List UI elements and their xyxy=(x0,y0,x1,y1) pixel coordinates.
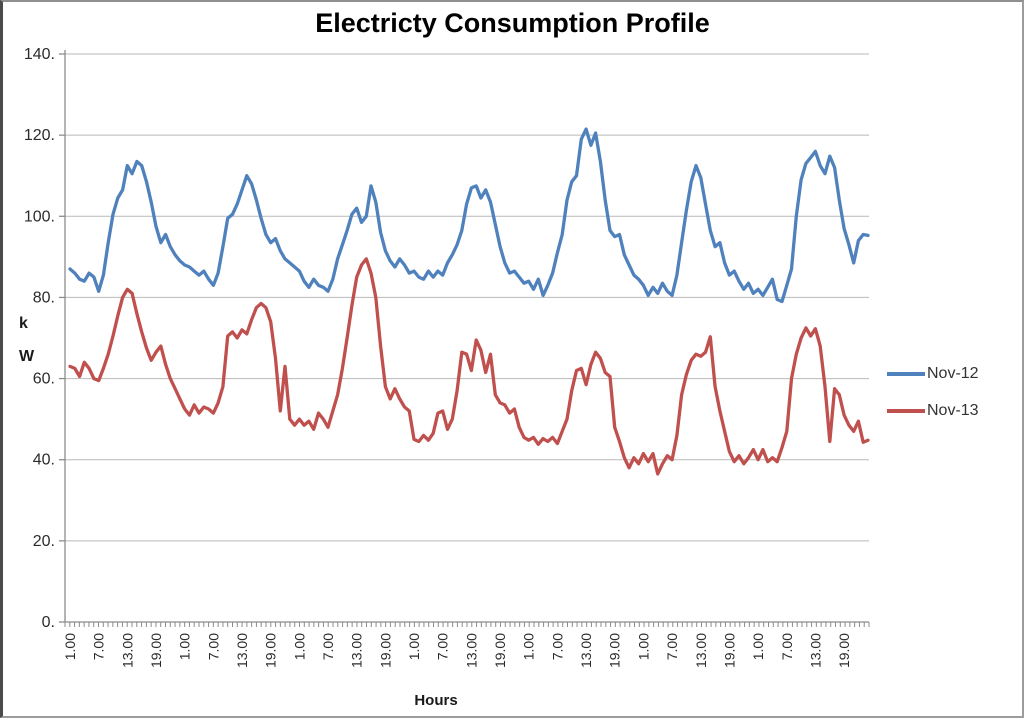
legend-label-nov-12: Nov-12 xyxy=(927,365,979,382)
x-tick-label: 7.00 xyxy=(549,633,565,660)
x-tick-label: 7.00 xyxy=(320,633,336,660)
y-tick-label: 120. xyxy=(24,127,55,144)
x-tick-label: 1.00 xyxy=(62,633,78,660)
y-tick-label: 80. xyxy=(33,289,55,306)
legend-label-nov-13: Nov-13 xyxy=(927,402,979,419)
x-tick-label: 13.00 xyxy=(807,633,823,668)
x-tick-label: 19.00 xyxy=(836,633,852,668)
series-line-nov-13 xyxy=(68,257,870,476)
x-axis-title: Hours xyxy=(414,692,458,709)
x-tick-label: 1.00 xyxy=(635,633,651,660)
legend-line-sample-nov-13 xyxy=(887,409,925,413)
x-tick-label: 13.00 xyxy=(119,633,135,668)
legend-item-nov-12: Nov-12 xyxy=(887,362,1017,386)
series-line-nov-12 xyxy=(68,127,870,304)
x-tick-label: 19.00 xyxy=(148,633,164,668)
x-tick-label: 1.00 xyxy=(521,633,537,660)
x-tick-label: 13.00 xyxy=(349,633,365,668)
y-axis-title-line1: k xyxy=(19,315,28,332)
y-tick-label: 40. xyxy=(33,452,55,469)
x-tick-label: 1.00 xyxy=(406,633,422,660)
x-tick-label: 1.00 xyxy=(177,633,193,660)
x-tick-label: 19.00 xyxy=(492,633,508,668)
x-tick-label: 7.00 xyxy=(779,633,795,660)
y-tick-label: 0. xyxy=(42,614,55,631)
x-tick-label: 13.00 xyxy=(463,633,479,668)
y-axis-title-line2: W xyxy=(19,348,35,365)
y-tick-label: 60. xyxy=(33,371,55,388)
x-tick-label: 13.00 xyxy=(578,633,594,668)
y-tick-label: 20. xyxy=(33,533,55,550)
x-tick-label: 1.00 xyxy=(291,633,307,660)
x-tick-label: 7.00 xyxy=(435,633,451,660)
x-tick-label: 19.00 xyxy=(721,633,737,668)
chart-title: Electricty Consumption Profile xyxy=(315,8,710,38)
x-tick-label: 7.00 xyxy=(91,633,107,660)
y-tick-label: 140. xyxy=(24,46,55,63)
legend-line-sample-nov-12 xyxy=(887,372,925,376)
x-tick-label: 19.00 xyxy=(377,633,393,668)
x-tick-label: 1.00 xyxy=(750,633,766,660)
x-tick-label: 7.00 xyxy=(664,633,680,660)
legend-item-nov-13: Nov-13 xyxy=(887,399,1017,423)
line-chart-plot: 0. 20. 40. 60. 80. 100. 120. 140. 1.00 7.00 13.00 1… xyxy=(24,46,870,668)
legend: Nov-12 Nov-13 xyxy=(887,362,1017,436)
x-tick-label: 19.00 xyxy=(263,633,279,668)
x-tick-label: 13.00 xyxy=(693,633,709,668)
x-tick-label: 19.00 xyxy=(607,633,623,668)
x-tick-label: 7.00 xyxy=(205,633,221,660)
y-tick-label: 100. xyxy=(24,208,55,225)
x-tick-label: 13.00 xyxy=(234,633,250,668)
y-axis-title: k W xyxy=(19,307,34,373)
